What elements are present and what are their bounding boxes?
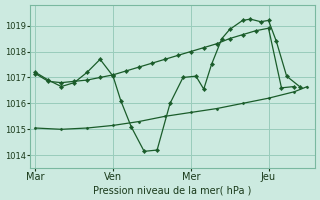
X-axis label: Pression niveau de la mer( hPa ): Pression niveau de la mer( hPa ) xyxy=(93,185,252,195)
